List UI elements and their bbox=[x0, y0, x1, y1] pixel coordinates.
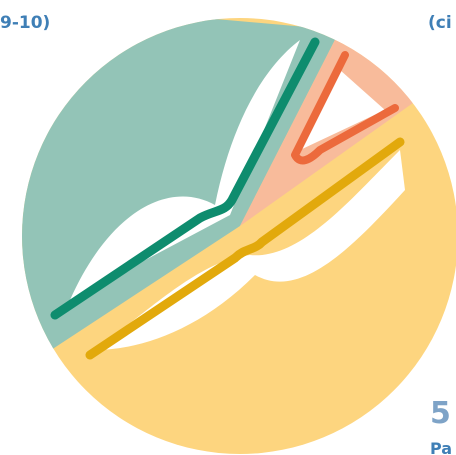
label-top-left: 9-10) bbox=[0, 13, 50, 33]
circle-graphic bbox=[0, 0, 456, 455]
page: 9-10) (ci 5 Pa (() => { const data = JSO… bbox=[0, 0, 456, 455]
label-bottom: Pa bbox=[430, 439, 452, 455]
label-top-right: (ci bbox=[428, 13, 452, 33]
label-number: 5 bbox=[430, 396, 451, 431]
illustration: 9-10) (ci 5 Pa bbox=[0, 0, 456, 455]
